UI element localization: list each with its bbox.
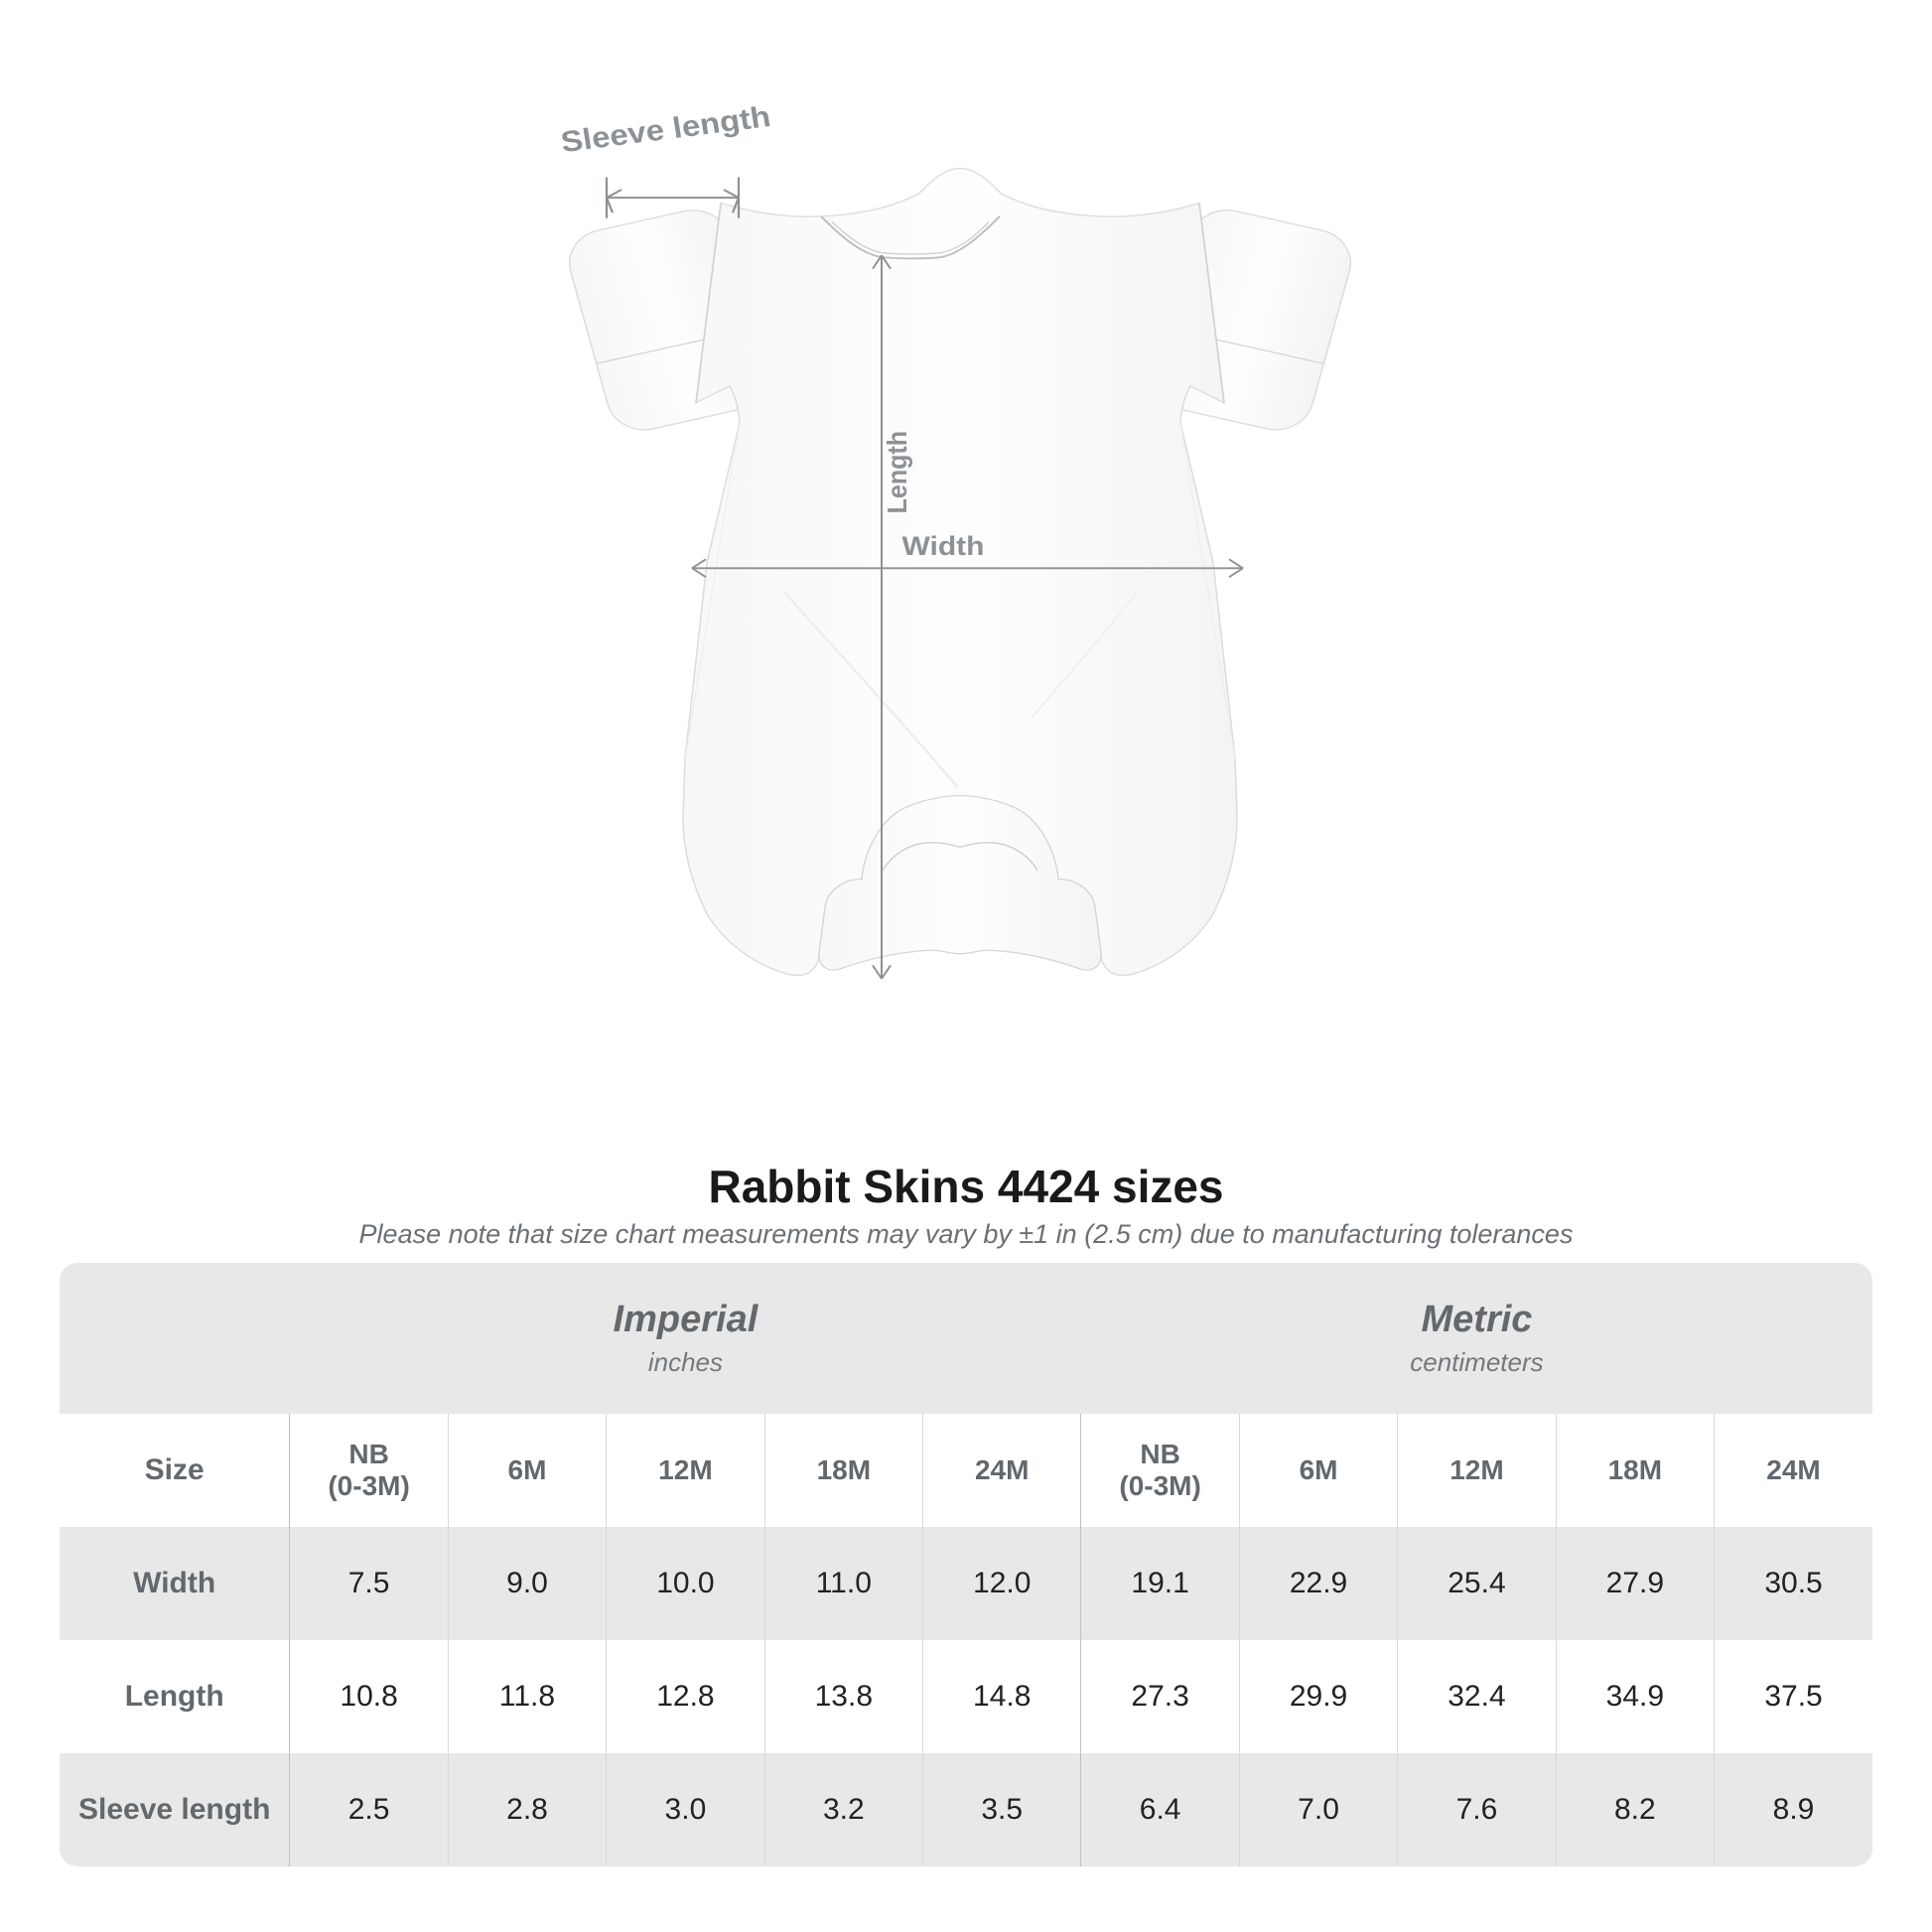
svg-text:Width: Width bbox=[902, 531, 985, 561]
svg-text:Sleeve length: Sleeve length bbox=[559, 100, 773, 159]
svg-text:Length: Length bbox=[882, 431, 913, 513]
